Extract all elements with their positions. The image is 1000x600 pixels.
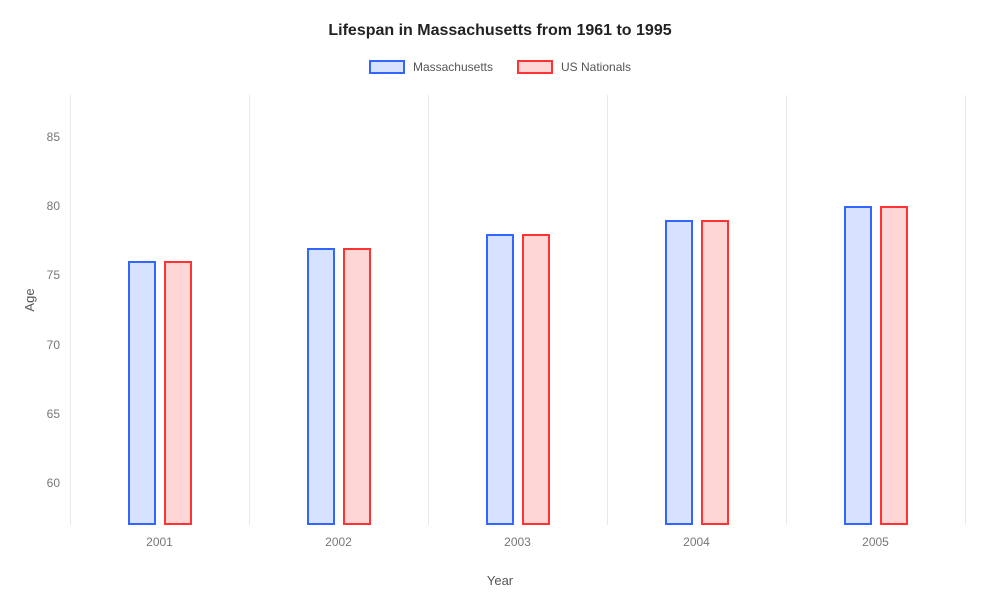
y-axis-label: Age — [22, 288, 37, 311]
bar-massachusetts — [128, 261, 156, 525]
y-tick-label: 75 — [47, 268, 70, 282]
bar-massachusetts — [844, 206, 872, 525]
gridline-vertical — [428, 95, 429, 525]
x-tick-label: 2005 — [862, 525, 889, 549]
y-tick-label: 70 — [47, 338, 70, 352]
legend: Massachusetts US Nationals — [0, 60, 1000, 74]
gridline-vertical — [965, 95, 966, 525]
x-tick-label: 2003 — [504, 525, 531, 549]
legend-swatch-massachusetts — [369, 60, 405, 74]
legend-label-us-nationals: US Nationals — [561, 60, 631, 74]
y-tick-label: 60 — [47, 476, 70, 490]
bar-us-nationals — [522, 234, 550, 525]
bar-us-nationals — [343, 248, 371, 525]
x-tick-label: 2004 — [683, 525, 710, 549]
legend-item-massachusetts: Massachusetts — [369, 60, 493, 74]
gridline-vertical — [249, 95, 250, 525]
chart-container: Lifespan in Massachusetts from 1961 to 1… — [0, 0, 1000, 600]
chart-title: Lifespan in Massachusetts from 1961 to 1… — [0, 22, 1000, 40]
legend-label-massachusetts: Massachusetts — [413, 60, 493, 74]
x-tick-label: 2002 — [325, 525, 352, 549]
y-tick-label: 65 — [47, 407, 70, 421]
plot-area: 60657075808520012002200320042005 — [70, 95, 965, 525]
y-tick-label: 85 — [47, 130, 70, 144]
legend-swatch-us-nationals — [517, 60, 553, 74]
bar-us-nationals — [880, 206, 908, 525]
y-tick-label: 80 — [47, 199, 70, 213]
bar-massachusetts — [307, 248, 335, 525]
bar-massachusetts — [665, 220, 693, 525]
x-axis-label: Year — [0, 573, 1000, 588]
bar-massachusetts — [486, 234, 514, 525]
bar-us-nationals — [701, 220, 729, 525]
gridline-vertical — [786, 95, 787, 525]
x-tick-label: 2001 — [146, 525, 173, 549]
bar-us-nationals — [164, 261, 192, 525]
legend-item-us-nationals: US Nationals — [517, 60, 631, 74]
gridline-vertical — [607, 95, 608, 525]
gridline-vertical — [70, 95, 71, 525]
